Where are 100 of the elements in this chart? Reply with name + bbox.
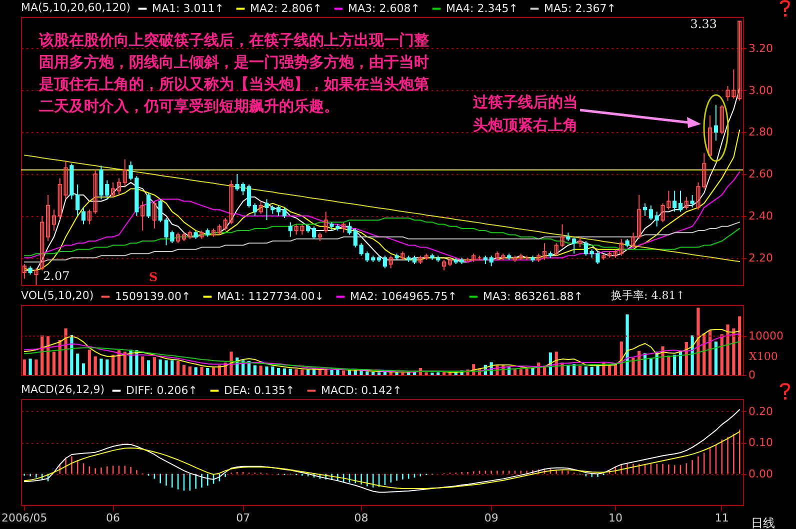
bar [608, 366, 612, 375]
bar [253, 365, 256, 375]
y-tick-label: 3.20 [748, 42, 773, 55]
bar [123, 352, 126, 375]
annotation: 是顶住右上角的，所以又称为【当头炮】，如果在当头炮第 [38, 75, 429, 93]
y-tick-label: 2.60 [748, 168, 773, 181]
candlestick [87, 209, 92, 225]
line-series [24, 341, 740, 372]
bar [52, 352, 56, 375]
candlestick [672, 190, 677, 212]
bar [146, 360, 150, 375]
x-tick-label: 08 [354, 512, 368, 524]
annotation: 头炮顶紧右上角 [473, 116, 578, 134]
legend-title: MACD(26,12,9) [21, 383, 105, 396]
bar [188, 366, 192, 375]
candlestick [76, 184, 80, 216]
bar [720, 334, 724, 375]
candlestick [140, 200, 145, 232]
legend-label: MA1: 3.011↑ [152, 2, 224, 15]
bar [366, 372, 369, 375]
candlestick [40, 215, 44, 271]
bar [152, 357, 156, 375]
candlestick [217, 224, 222, 236]
candlestick [176, 232, 180, 244]
bar [738, 316, 742, 375]
bar [590, 366, 594, 375]
candlestick [116, 178, 122, 196]
bar [259, 366, 262, 375]
bar [342, 370, 346, 375]
annotation: S [149, 270, 158, 284]
bar [395, 372, 398, 375]
text: 换手率: 4.81↑ [611, 289, 685, 302]
legend-label: MACD: 0.142↑ [321, 384, 402, 397]
text: X100 [749, 350, 778, 363]
candlestick [276, 204, 281, 216]
candlestick [252, 202, 257, 216]
candlestick [678, 190, 683, 212]
candlestick [684, 196, 688, 210]
bar [531, 368, 534, 375]
legend-label: MA3: 2.608↑ [348, 2, 420, 15]
candlestick [312, 226, 316, 240]
x-tick-label: 2006/05 [2, 512, 48, 524]
x-tick-label: 07 [236, 512, 250, 524]
annotation: 过筷子线后的当 [472, 93, 578, 111]
candlestick [720, 104, 724, 135]
candlestick [324, 211, 328, 234]
bar [372, 372, 375, 375]
legend-label: DIFF: 0.206↑ [126, 384, 198, 397]
text: 日线 [751, 516, 775, 529]
bar [94, 356, 97, 375]
bar [212, 367, 216, 375]
bar [206, 368, 210, 375]
bar [112, 354, 115, 375]
bar [182, 364, 186, 375]
candlestick [122, 158, 127, 188]
candlestick [382, 255, 388, 269]
line-series [24, 409, 740, 493]
bar [348, 370, 352, 375]
bar [282, 368, 286, 375]
legend-label: MA1: 1127734.00↓ [217, 290, 324, 303]
bar [596, 365, 600, 375]
bar [28, 358, 32, 375]
candlestick [288, 222, 292, 238]
y-tick-label: 0.00 [748, 467, 773, 480]
bar [82, 363, 86, 375]
line-series [24, 431, 740, 489]
legend-label: MA2: 1064965.75↑ [350, 290, 457, 303]
candlestick [258, 200, 263, 214]
bar [306, 370, 310, 375]
candlestick [690, 194, 694, 208]
candlestick [22, 264, 26, 280]
y-tick-label: 0.20 [748, 404, 773, 418]
bar [158, 359, 162, 375]
y-tick-label: 2.40 [748, 209, 773, 222]
y-tick-label: 0 [748, 368, 756, 382]
candlestick [654, 211, 659, 227]
candlestick [282, 207, 287, 218]
y-tick-label: 2.20 [748, 251, 773, 264]
legend-label: 1509139.00↑ [115, 290, 191, 303]
bar [626, 314, 629, 375]
candlestick [489, 255, 494, 267]
bar [176, 361, 180, 375]
candlestick [93, 169, 98, 214]
bar [271, 366, 274, 375]
candlestick [235, 174, 240, 192]
bar [277, 368, 280, 375]
candlestick [442, 259, 446, 271]
bar [584, 366, 588, 375]
bar [106, 359, 109, 375]
candlestick [738, 20, 742, 102]
y-tick-label: 3.00 [748, 84, 773, 97]
x-tick-label: 06 [106, 512, 120, 524]
candlestick [246, 184, 252, 208]
x-tick-label: 10 [608, 512, 622, 524]
candlestick [714, 104, 718, 142]
legend-label: MA4: 2.345↑ [446, 2, 518, 15]
bar [265, 366, 268, 375]
bar [312, 369, 316, 375]
candlestick [111, 182, 116, 198]
legend-title: VOL(5,10,20) [21, 289, 94, 302]
